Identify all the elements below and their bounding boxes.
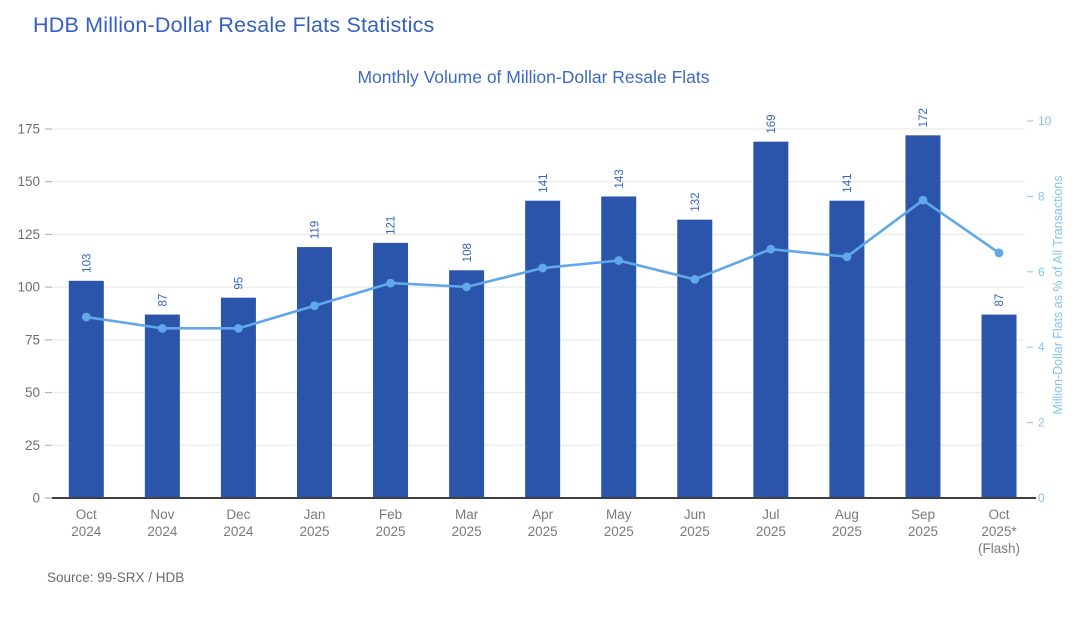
right-axis-tick-label: 6 [1038, 265, 1045, 279]
source-note: Source: 99-SRX / HDB [47, 570, 185, 585]
bar [296, 247, 332, 498]
bar-value-label: 119 [310, 221, 322, 239]
right-axis-tick-label: 4 [1038, 340, 1045, 354]
bar-value-label: 87 [994, 294, 1006, 307]
line-point [994, 248, 1004, 258]
left-axis-tick-label: 0 [32, 491, 40, 506]
bar-value-label: 132 [690, 192, 702, 211]
x-axis-label: Dec 2024 [223, 507, 254, 539]
x-axis-label: Jul 2025 [756, 507, 786, 539]
bar-value-label: 121 [386, 216, 398, 235]
bar [525, 200, 561, 499]
right-axis-tick-label: 2 [1038, 416, 1045, 430]
line-point [538, 263, 548, 273]
line-point [310, 301, 319, 311]
x-axis-label: Feb 2025 [376, 507, 406, 539]
right-axis-title: Million-Dollar Flats as % of All Transac… [1051, 176, 1065, 415]
line-point [386, 278, 395, 288]
bar [144, 314, 180, 498]
right-axis-tick-label: 10 [1038, 114, 1052, 128]
bar-value-label: 141 [538, 174, 550, 193]
line-point [614, 256, 624, 265]
x-axis-label: Jun 2025 [680, 507, 710, 539]
x-axis-label: Aug 2025 [832, 507, 862, 539]
left-axis-tick-label: 175 [17, 122, 40, 137]
chart-title: Monthly Volume of Million-Dollar Resale … [357, 67, 710, 87]
bar [601, 196, 637, 498]
bar-value-label: 108 [462, 243, 474, 262]
left-axis-tick-label: 100 [17, 280, 40, 295]
left-axis-tick-label: 125 [17, 227, 40, 242]
x-axis-label: Oct 2024 [71, 507, 102, 539]
left-axis-tick-label: 150 [17, 174, 40, 189]
x-axis-label: Oct 2025* (Flash) [978, 507, 1020, 556]
bar [449, 270, 485, 498]
line-point [918, 195, 928, 205]
bar-value-label: 143 [614, 169, 626, 188]
x-axis-label: May 2025 [604, 507, 634, 539]
bar-value-label: 169 [766, 114, 778, 133]
bar [677, 219, 713, 498]
line-point [157, 323, 167, 333]
bar-value-label: 87 [158, 294, 170, 307]
x-axis-label: Apr 2025 [528, 507, 558, 539]
bar [829, 200, 865, 499]
bar [981, 314, 1017, 498]
bar [905, 135, 941, 498]
x-axis-label: Jan 2025 [299, 507, 329, 539]
left-axis-tick-label: 75 [25, 332, 40, 347]
line-point [234, 323, 243, 333]
line-point [690, 274, 700, 284]
right-axis-tick-label: 8 [1038, 189, 1045, 203]
left-axis-tick-label: 25 [25, 438, 40, 453]
right-axis-tick-label: 0 [1038, 491, 1045, 505]
line-point [766, 244, 776, 254]
bar-value-label: 172 [918, 108, 930, 127]
bar [753, 141, 789, 498]
x-axis-label: Mar 2025 [452, 507, 482, 539]
left-axis-tick-label: 50 [25, 385, 40, 400]
bar-value-label: 103 [82, 254, 94, 273]
line-point [842, 252, 852, 262]
bar-value-label: 141 [842, 174, 854, 193]
x-axis-label: Sep 2025 [908, 507, 938, 539]
line-point [462, 282, 471, 292]
line-point [81, 312, 91, 322]
page-title: HDB Million-Dollar Resale Flats Statisti… [33, 13, 435, 37]
x-axis-label: Nov 2024 [147, 507, 178, 539]
bar-value-label: 95 [234, 277, 246, 290]
